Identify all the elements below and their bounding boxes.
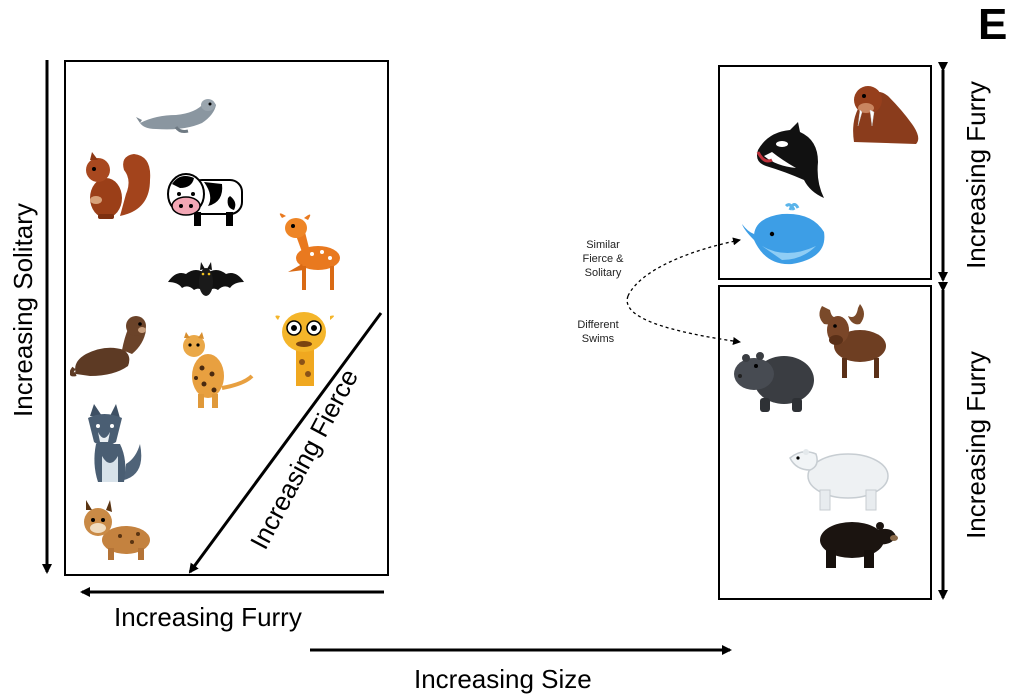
solitary-label: Increasing Solitary xyxy=(8,203,38,417)
fierce-arrow xyxy=(188,312,383,574)
similar-note: Similar Fierce & Solitary xyxy=(568,238,638,280)
different-note-line2: Swims xyxy=(581,333,615,345)
furry-right-top-label: Increasing Furry xyxy=(961,81,991,269)
lynx-icon xyxy=(84,500,150,560)
orca-icon xyxy=(756,122,824,198)
different-note: Different Swims xyxy=(563,318,633,346)
squirrel-icon xyxy=(86,152,151,219)
blue-whale-icon xyxy=(742,203,825,265)
giraffe-icon xyxy=(275,312,334,386)
similar-dashed-arrow xyxy=(627,237,741,297)
walrus-icon xyxy=(853,86,919,144)
deer-icon xyxy=(279,213,340,290)
furry-left-label: Increasing Furry xyxy=(114,602,302,632)
black-bear-icon xyxy=(820,522,898,568)
similar-note-line1: Similar xyxy=(586,239,620,251)
similar-note-line2: Fierce & xyxy=(582,253,624,265)
size-label: Increasing Size xyxy=(414,664,592,694)
bat-icon xyxy=(168,262,244,296)
different-note-line1: Different xyxy=(577,319,619,331)
different-dashed-arrow xyxy=(626,295,741,345)
leopard-icon xyxy=(183,332,254,408)
cow-icon xyxy=(167,173,243,226)
left-box xyxy=(64,60,389,576)
furry-right-bottom-label: Increasing Furry xyxy=(961,351,991,539)
hippo-icon xyxy=(734,352,814,412)
moose-icon xyxy=(819,304,886,378)
polar-bear-icon xyxy=(789,449,889,511)
similar-note-line3: Solitary xyxy=(584,267,622,279)
otter-icon xyxy=(70,316,146,377)
panel-letter: E xyxy=(978,0,1008,49)
right-top-box xyxy=(718,65,932,280)
wolf-icon xyxy=(88,404,142,482)
seal-icon xyxy=(136,99,216,133)
